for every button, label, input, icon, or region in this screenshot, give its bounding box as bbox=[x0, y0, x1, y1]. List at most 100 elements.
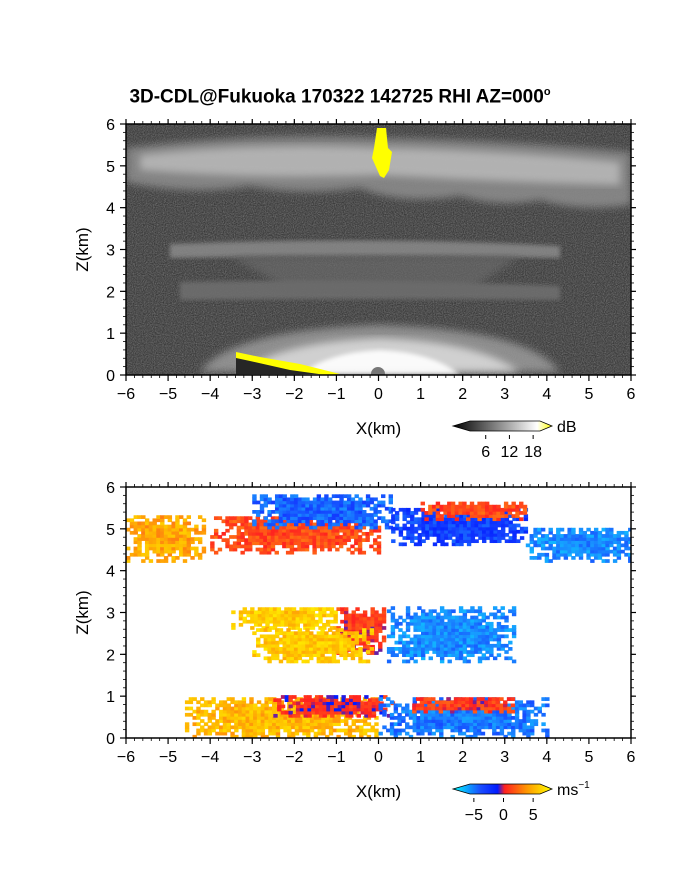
velocity-cell bbox=[410, 533, 415, 537]
velocity-cell bbox=[179, 552, 184, 557]
velocity-cell bbox=[335, 522, 340, 527]
velocity-cell bbox=[472, 703, 478, 708]
velocity-cell bbox=[129, 552, 135, 557]
velocity-cell bbox=[489, 517, 494, 522]
velocity-colorbar: −5 0 5 ms−1 bbox=[451, 780, 590, 824]
velocity-cell bbox=[297, 640, 303, 645]
velocity-cell bbox=[313, 722, 319, 727]
velocity-cell bbox=[211, 725, 216, 730]
velocity-cell bbox=[393, 728, 399, 733]
velocity-cell bbox=[429, 529, 434, 534]
velocity-cell bbox=[194, 524, 199, 529]
velocity-cell bbox=[394, 618, 399, 623]
velocity-cell bbox=[316, 500, 322, 505]
velocity-cell bbox=[179, 524, 184, 529]
velocity-cell bbox=[144, 534, 150, 538]
velocity-cell bbox=[287, 706, 292, 711]
velocity-cell bbox=[450, 716, 455, 720]
velocity-cell bbox=[469, 734, 474, 738]
velocity-cell bbox=[504, 643, 509, 648]
velocity-cell bbox=[302, 716, 307, 720]
velocity-cell bbox=[462, 511, 467, 515]
velocity-cell bbox=[493, 520, 498, 525]
velocity-cell bbox=[257, 619, 263, 624]
velocity-cell bbox=[442, 712, 448, 717]
velocity-cell bbox=[382, 703, 387, 708]
velocity-cell bbox=[503, 709, 508, 714]
velocity-cell bbox=[482, 517, 487, 522]
velocity-cell bbox=[366, 728, 372, 733]
velocity-cell bbox=[335, 659, 340, 664]
velocity-cell bbox=[285, 528, 291, 533]
velocity-cell bbox=[184, 722, 190, 727]
velocity-cell bbox=[362, 634, 367, 639]
velocity-cell bbox=[413, 529, 419, 534]
velocity-cell bbox=[447, 653, 452, 658]
velocity-cell bbox=[293, 541, 298, 546]
velocity-cell bbox=[628, 556, 631, 560]
velocity-cell bbox=[381, 619, 387, 624]
velocity-cell bbox=[309, 513, 314, 517]
velocity-cell bbox=[221, 538, 226, 542]
velocity-cell bbox=[311, 701, 316, 706]
velocity-cell bbox=[370, 616, 375, 621]
velocity-cell bbox=[439, 731, 444, 736]
velocity-cell bbox=[616, 540, 622, 545]
velocity-cell bbox=[240, 519, 245, 524]
velocity-cell bbox=[358, 525, 363, 530]
velocity-cell bbox=[230, 712, 235, 717]
velocity-cell bbox=[291, 616, 297, 621]
velocity-cell bbox=[370, 725, 375, 730]
velocity-cell bbox=[526, 712, 531, 717]
velocity-cell bbox=[346, 535, 351, 539]
velocity-cell bbox=[268, 706, 273, 711]
velocity-cell bbox=[462, 615, 468, 620]
velocity-cell bbox=[413, 507, 419, 512]
velocity-cell bbox=[256, 500, 261, 505]
velocity-cell bbox=[436, 621, 441, 626]
velocity-cell bbox=[129, 521, 135, 526]
velocity-cell bbox=[469, 504, 475, 509]
velocity-cell bbox=[597, 530, 603, 535]
velocity-cell bbox=[530, 725, 535, 730]
velocity-cell bbox=[470, 529, 476, 534]
velocity-cell bbox=[552, 552, 557, 557]
velocity-cell bbox=[306, 731, 311, 736]
velocity-cell bbox=[268, 709, 273, 714]
velocity-cell bbox=[343, 513, 348, 517]
velocity-cell bbox=[593, 537, 599, 541]
velocity-xtick-label: −3 bbox=[243, 749, 261, 766]
velocity-cell bbox=[307, 695, 312, 699]
velocity-cell bbox=[447, 659, 452, 664]
velocity-cell bbox=[508, 514, 513, 518]
velocity-cell bbox=[245, 728, 250, 733]
velocity-cell bbox=[405, 609, 411, 614]
velocity-cell bbox=[492, 709, 497, 714]
velocity-cell bbox=[394, 640, 399, 645]
velocity-cell bbox=[428, 507, 433, 512]
velocity-cell bbox=[282, 634, 287, 639]
velocity-cell bbox=[267, 513, 272, 517]
velocity-cell bbox=[317, 716, 322, 720]
velocity-cell bbox=[593, 552, 599, 557]
velocity-cell bbox=[333, 695, 339, 699]
velocity-cell bbox=[282, 650, 287, 654]
velocity-cell bbox=[264, 712, 269, 717]
velocity-cell bbox=[356, 695, 362, 699]
velocity-cell bbox=[297, 519, 303, 524]
velocity-cell bbox=[597, 552, 603, 557]
velocity-cell bbox=[469, 716, 474, 720]
velocity-cell bbox=[302, 725, 307, 730]
velocity-cell bbox=[301, 519, 306, 524]
velocity-cell bbox=[436, 533, 441, 537]
velocity-cell bbox=[455, 539, 460, 544]
velocity-cell bbox=[286, 506, 291, 511]
velocity-cell bbox=[240, 550, 245, 555]
velocity-cell bbox=[359, 731, 364, 736]
velocity-cell bbox=[324, 631, 329, 636]
velocity-cell bbox=[571, 537, 576, 541]
velocity-cell bbox=[500, 536, 506, 540]
velocity-cell bbox=[297, 538, 302, 542]
velocity-cell bbox=[290, 634, 295, 639]
velocity-cell bbox=[268, 719, 273, 723]
